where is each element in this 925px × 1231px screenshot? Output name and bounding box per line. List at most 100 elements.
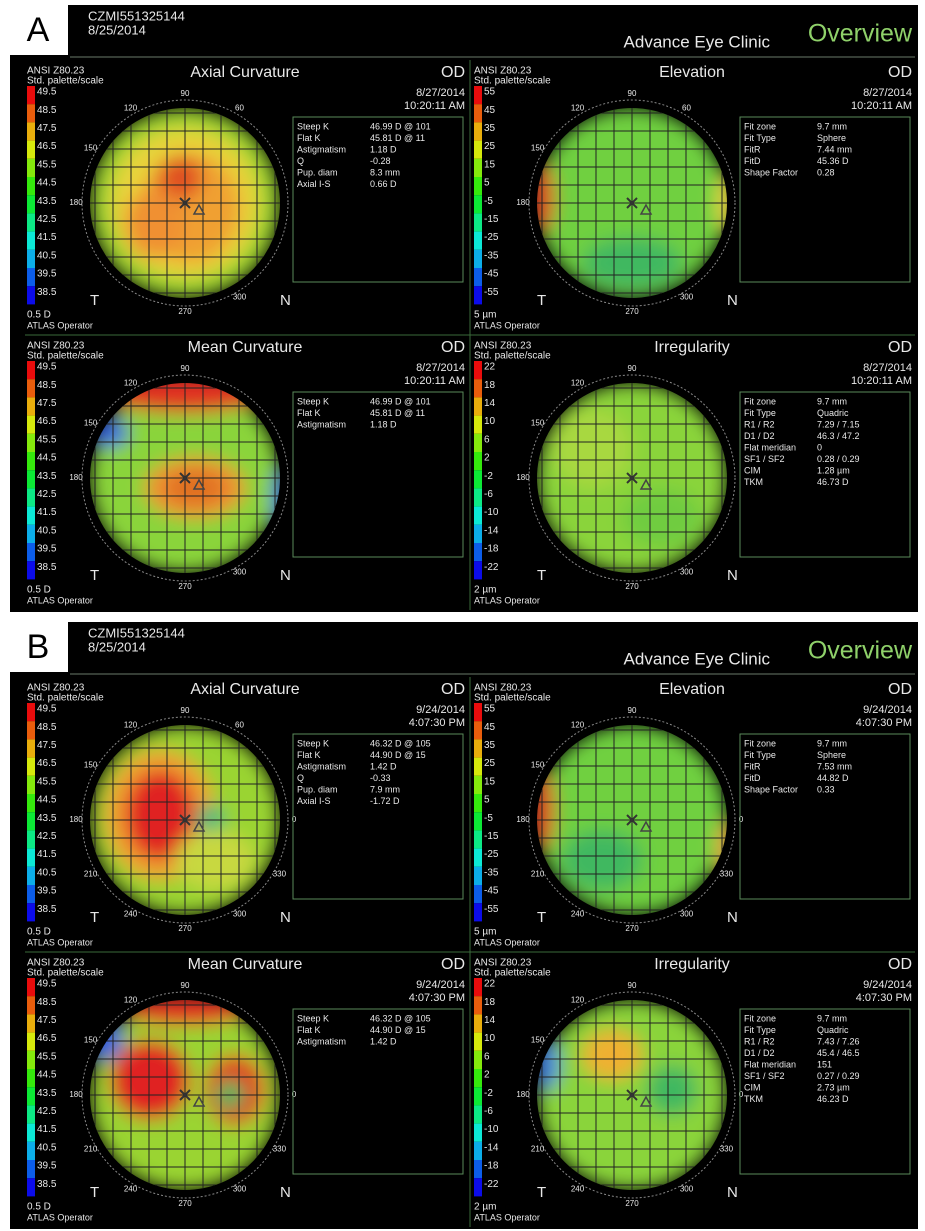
temporal-label: T [90,1184,99,1201]
scale-swatch [27,903,35,921]
scale-swatch [474,739,482,757]
scale-swatch [474,1142,482,1160]
info-value: 2.73 µm [817,1082,850,1092]
scale-label: 49.5 [37,704,57,715]
scale-swatch [27,507,35,525]
scale-swatch [474,903,482,921]
scale-swatch [27,812,35,830]
map-title: Mean Curvature [188,339,303,356]
meridian-label: 270 [178,1199,192,1208]
meridian-label: 120 [571,104,585,113]
info-label: Fit zone [744,738,776,748]
meridian-label: 270 [178,582,192,591]
meridian-label: 330 [273,1145,287,1154]
nasal-label: N [280,1184,291,1201]
scale-swatch [474,488,482,506]
info-label: Flat meridian [744,1059,796,1069]
scale-label: 18 [484,380,496,391]
scale-label: 45 [484,105,496,116]
meridian-label: 270 [625,307,639,316]
map-title: Axial Curvature [190,64,299,81]
nasal-label: N [727,1184,738,1201]
map-time: 10:20:11 AM [851,375,912,387]
scale-label: 40.5 [37,525,57,536]
palette-label: Std. palette/scale [27,351,104,362]
temporal-label: T [537,567,546,584]
scale-label: 43.5 [37,813,57,824]
info-label: CIM [744,465,761,475]
info-value: 7.9 mm [370,784,400,794]
scale-label: 48.5 [37,997,57,1008]
meridian-label: 60 [235,104,244,113]
scale-swatch [474,885,482,903]
color-region [622,488,702,548]
scale-label: 42.5 [37,831,57,842]
scale-label: 38.5 [37,562,57,573]
info-value: 0.33 [817,784,835,794]
meridian-label: 180 [516,1090,530,1099]
scale-label: 49.5 [37,979,57,990]
meridian-label: 270 [625,924,639,933]
scale-swatch [474,1014,482,1032]
scale-swatch [474,104,482,122]
scale-unit: 0.5 D [27,927,51,938]
scale-label: 39.5 [37,886,57,897]
patient-id: CZMI551325144 [88,8,185,23]
info-value: 1.42 D [370,1036,397,1046]
meridian-label: 150 [531,1036,545,1045]
scale-label: -10 [484,507,499,518]
scale-label: 14 [484,1015,496,1026]
meridian-label: 300 [233,910,247,919]
info-label: Steep K [297,121,329,131]
scale-swatch [27,703,35,721]
info-label: Flat meridian [744,442,796,452]
meridian-label: 150 [84,144,98,153]
map-date: 8/27/2014 [416,87,465,99]
operator-label: ATLAS Operator [474,595,540,605]
info-label: Flat K [297,408,321,418]
scale-label: 22 [484,362,496,373]
scale-swatch [27,525,35,543]
meridian-label: 150 [84,419,98,428]
panel-label: B [27,628,50,666]
info-value: 1.42 D [370,761,397,771]
scale-unit: 0.5 D [27,310,51,321]
meridian-label: 60 [235,721,244,730]
scale-swatch [27,361,35,379]
info-value: 0.66 D [370,179,397,189]
meridian-label: 270 [625,1199,639,1208]
scale-label: -6 [484,1106,493,1117]
meridian-label: 210 [84,870,98,879]
meridian-label: 180 [69,473,83,482]
info-value: 1.18 D [370,144,397,154]
scale-label: 44.5 [37,178,57,189]
scale-label: 45.5 [37,434,57,445]
info-label: Fit Type [744,750,776,760]
map-time: 4:07:30 PM [409,992,465,1004]
scale-unit: 2 µm [474,585,496,596]
info-value: 44.90 D @ 15 [370,750,426,760]
info-value: 9.7 mm [817,121,847,131]
scale-label: 5 [484,178,490,189]
scale-swatch [27,250,35,268]
view-title: Overview [808,20,913,48]
scale-label: 41.5 [37,1124,57,1135]
scale-label: 25 [484,758,496,769]
scale-swatch [27,86,35,104]
map-time: 10:20:11 AM [851,100,912,112]
scale-swatch [474,195,482,213]
scale-label: -6 [484,489,493,500]
clinic-name: Advance Eye Clinic [624,649,771,668]
scale-label: 43.5 [37,1088,57,1099]
info-value: -1.72 D [370,796,400,806]
scale-label: 25 [484,141,496,152]
info-label: Astigmatism [297,419,346,429]
scale-swatch [27,978,35,996]
scale-swatch [474,849,482,867]
scale-label: -22 [484,562,499,573]
scale-swatch [474,1069,482,1087]
eye-label: OD [888,339,912,356]
scale-label: -45 [484,886,499,897]
info-value: 7.53 mm [817,761,852,771]
meridian-label: 330 [720,870,734,879]
